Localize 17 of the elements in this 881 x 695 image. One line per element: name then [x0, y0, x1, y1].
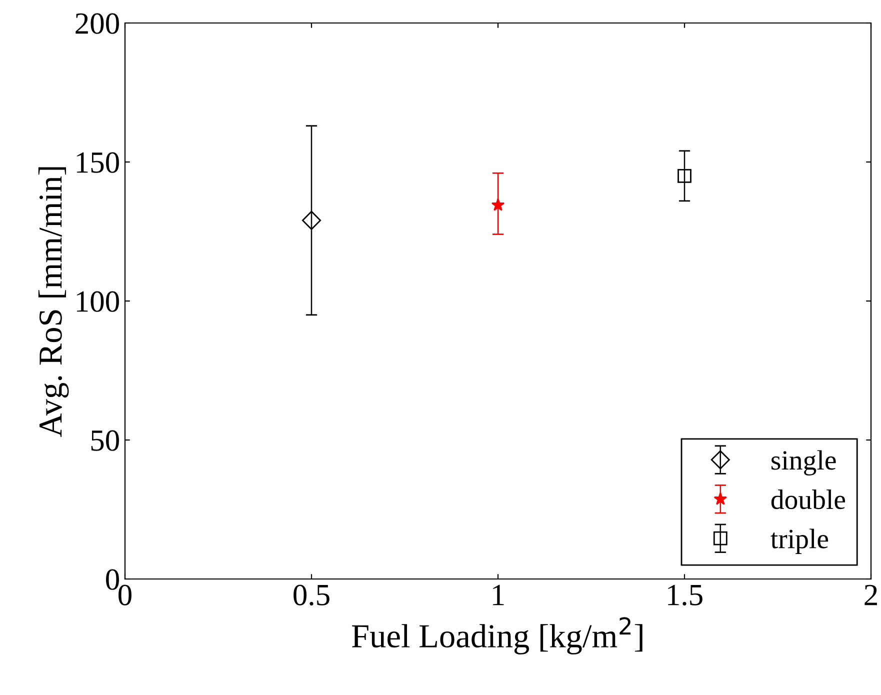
legend-label: triple	[770, 528, 828, 554]
y-axis-title: Avg. RoS [mm/min]	[38, 167, 69, 437]
point	[302, 210, 322, 230]
x-tick-label: 1	[493, 584, 504, 606]
legend-label: single	[772, 450, 836, 476]
y-tick-label: 50	[91, 430, 119, 451]
point	[491, 198, 505, 211]
y-tick-label: 150	[76, 152, 119, 173]
y-tick-label: 100	[76, 291, 119, 312]
x-tick-label: 1.5	[668, 584, 702, 606]
y-tick-label: 0	[106, 569, 119, 590]
x-axis-title: Fuel Loading [kg/m$^{2}$]	[352, 617, 642, 654]
x-tick-label: 2	[864, 584, 877, 606]
legend-label: double	[771, 490, 846, 510]
y-tick-label: 200	[76, 13, 119, 34]
point	[678, 168, 692, 183]
x-tick-label: 0.5	[294, 584, 330, 606]
